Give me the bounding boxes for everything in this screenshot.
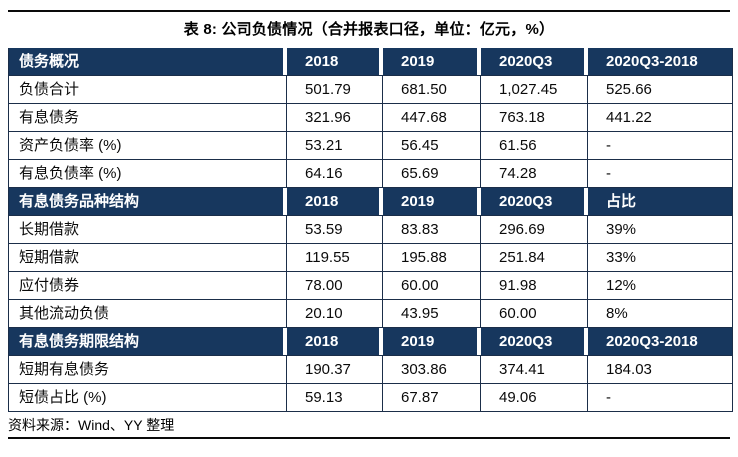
- cell-value: 60.00: [383, 272, 481, 299]
- cell-value: 763.18: [481, 104, 588, 131]
- column-header: 2018: [287, 188, 383, 215]
- cell-value: 67.87: [383, 384, 481, 411]
- table-row: 资产负债率 (%) 53.21 56.45 61.56 -: [9, 132, 732, 160]
- top-divider: [8, 10, 730, 12]
- row-label: 有息负债率 (%): [9, 160, 287, 187]
- cell-value: 447.68: [383, 104, 481, 131]
- row-label: 长期借款: [9, 216, 287, 243]
- cell-value: 64.16: [287, 160, 383, 187]
- table-title: 表 8: 公司负债情况（合并报表口径，单位：亿元，%）: [183, 21, 555, 38]
- row-label: 负债合计: [9, 76, 287, 103]
- cell-value: 43.95: [383, 300, 481, 327]
- cell-value: 190.37: [287, 356, 383, 383]
- source-note: 资料来源：Wind、YY 整理: [8, 417, 175, 433]
- table-row: 有息负债率 (%) 64.16 65.69 74.28 -: [9, 160, 732, 188]
- row-label: 资产负债率 (%): [9, 132, 287, 159]
- cell-value: 49.06: [481, 384, 588, 411]
- cell-value: 251.84: [481, 244, 588, 271]
- cell-value: -: [606, 389, 611, 406]
- column-header: 2020Q3-2018: [606, 53, 698, 70]
- table-row: 短期借款 119.55 195.88 251.84 33%: [9, 244, 732, 272]
- column-header: 2020Q3: [481, 48, 588, 75]
- cell-value: 12%: [606, 277, 637, 294]
- cell-value: 74.28: [481, 160, 588, 187]
- cell-value: 53.21: [287, 132, 383, 159]
- table-row: 应付债券 78.00 60.00 91.98 12%: [9, 272, 732, 300]
- cell-value: -: [606, 137, 611, 154]
- cell-value: 60.00: [481, 300, 588, 327]
- cell-value: 374.41: [481, 356, 588, 383]
- report-table-page: 表 8: 公司负债情况（合并报表口径，单位：亿元，%） 债务概况 2018 2019…: [0, 10, 738, 457]
- cell-value: 8%: [606, 305, 628, 322]
- section-header-label: 有息债务期限结构: [9, 328, 287, 355]
- row-label: 应付债券: [9, 272, 287, 299]
- cell-value: 119.55: [287, 244, 383, 271]
- section-header-row: 债务概况 2018 2019 2020Q3 2020Q3-2018: [9, 48, 732, 76]
- table-row: 负债合计 501.79 681.50 1,027.45 525.66: [9, 76, 732, 104]
- cell-value: 195.88: [383, 244, 481, 271]
- cell-value: 184.03: [606, 361, 652, 378]
- cell-value: -: [606, 165, 611, 182]
- cell-value: 39%: [606, 221, 637, 238]
- table-row: 长期借款 53.59 83.83 296.69 39%: [9, 216, 732, 244]
- column-header: 2019: [383, 48, 481, 75]
- table-row: 短债占比 (%) 59.13 67.87 49.06 -: [9, 384, 732, 412]
- cell-value: 1,027.45: [481, 76, 588, 103]
- cell-value: 303.86: [383, 356, 481, 383]
- column-header: 2019: [383, 328, 481, 355]
- section-header-row: 有息债务期限结构 2018 2019 2020Q3 2020Q3-2018: [9, 328, 732, 356]
- cell-value: 525.66: [606, 81, 652, 98]
- cell-value: 61.56: [481, 132, 588, 159]
- bottom-divider: [8, 437, 730, 439]
- cell-value: 56.45: [383, 132, 481, 159]
- cell-value: 65.69: [383, 160, 481, 187]
- column-header: 占比: [606, 193, 637, 210]
- column-header: 2018: [287, 328, 383, 355]
- row-label: 短期有息债务: [9, 356, 287, 383]
- row-label: 有息债务: [9, 104, 287, 131]
- table-row: 有息债务 321.96 447.68 763.18 441.22: [9, 104, 732, 132]
- cell-value: 20.10: [287, 300, 383, 327]
- row-label: 短债占比 (%): [9, 384, 287, 411]
- cell-value: 78.00: [287, 272, 383, 299]
- cell-value: 321.96: [287, 104, 383, 131]
- column-header: 2018: [287, 48, 383, 75]
- section-header-row: 有息债务品种结构 2018 2019 2020Q3 占比: [9, 188, 732, 216]
- cell-value: 441.22: [606, 109, 652, 126]
- cell-value: 83.83: [383, 216, 481, 243]
- row-label: 其他流动负债: [9, 300, 287, 327]
- cell-value: 296.69: [481, 216, 588, 243]
- row-label: 短期借款: [9, 244, 287, 271]
- section-header-label: 债务概况: [9, 48, 287, 75]
- column-header: 2020Q3: [481, 188, 588, 215]
- cell-value: 33%: [606, 249, 637, 266]
- cell-value: 59.13: [287, 384, 383, 411]
- column-header: 2020Q3: [481, 328, 588, 355]
- section-header-label: 有息债务品种结构: [9, 188, 287, 215]
- table-row: 其他流动负债 20.10 43.95 60.00 8%: [9, 300, 732, 328]
- debt-table: 债务概况 2018 2019 2020Q3 2020Q3-2018 负债合计 501.79 6…: [8, 48, 733, 412]
- cell-value: 501.79: [287, 76, 383, 103]
- cell-value: 91.98: [481, 272, 588, 299]
- column-header: 2020Q3-2018: [606, 333, 698, 350]
- table-row: 短期有息债务 190.37 303.86 374.41 184.03: [9, 356, 732, 384]
- cell-value: 681.50: [383, 76, 481, 103]
- column-header: 2019: [383, 188, 481, 215]
- cell-value: 53.59: [287, 216, 383, 243]
